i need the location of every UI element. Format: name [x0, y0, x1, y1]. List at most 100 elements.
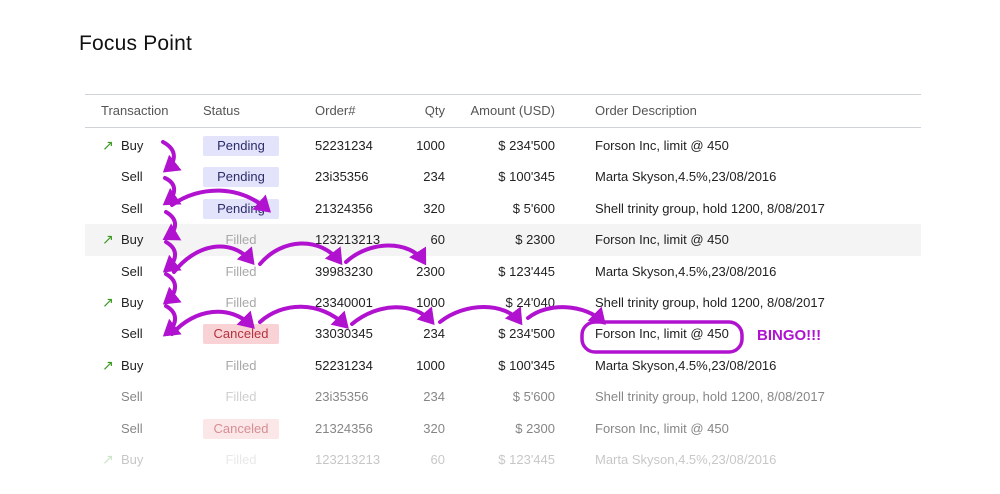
table-row[interactable]: Sell Filled 23i35356 234 $ 5'600 Shell trinit…	[85, 381, 921, 412]
transaction-type: Sell	[121, 200, 143, 216]
status-cell: Pending	[203, 130, 283, 161]
order-description: Marta Skyson,4.5%,23/08/2016	[595, 451, 777, 467]
status-cell: Filled	[203, 256, 283, 287]
quantity: 60	[430, 232, 445, 248]
status-cell: Pending	[203, 193, 283, 224]
col-qty[interactable]: Qty	[424, 103, 445, 118]
status-cell: Canceled	[203, 318, 283, 349]
order-description: Marta Skyson,4.5%,23/08/2016	[595, 357, 777, 373]
amount: $ 5'600	[512, 200, 555, 216]
order-number: 123213213	[315, 232, 381, 248]
table-row[interactable]: ↗ Buy Pending 52231234 1000 $ 234'500 Forson I…	[85, 130, 921, 161]
order-number: 123213213	[315, 451, 381, 467]
col-order[interactable]: Order#	[315, 103, 356, 118]
bingo-annotation: BINGO!!!	[757, 327, 822, 344]
status-badge: Pending	[203, 198, 279, 219]
trend-up-icon: ↗	[102, 356, 114, 373]
status-cell: Filled	[203, 381, 283, 412]
status-badge: Filled	[225, 451, 257, 467]
status-badge: Pending	[203, 136, 279, 156]
order-number: 23i35356	[315, 169, 369, 185]
order-number: 52231234	[315, 138, 373, 153]
order-number: 23i35356	[315, 389, 369, 405]
col-transaction[interactable]: Transaction	[101, 103, 169, 118]
order-number: 21324356	[315, 420, 373, 436]
status-badge: Canceled	[203, 418, 279, 439]
table-row[interactable]: Sell Pending 21324356 320 $ 5'600 Shell trini…	[85, 193, 921, 224]
table-body: ↗ Buy Pending 52231234 1000 $ 234'500 Forson I…	[85, 128, 921, 475]
order-number: 39983230	[315, 263, 373, 279]
transaction-type: Buy	[121, 138, 144, 153]
amount: $ 5'600	[512, 389, 555, 405]
table-row[interactable]: ↗ Buy Filled 23340001 1000 $ 24'040 Shell trin…	[85, 287, 921, 318]
status-cell: Filled	[203, 224, 283, 255]
status-badge: Filled	[225, 357, 257, 373]
col-description[interactable]: Order Description	[595, 103, 697, 118]
amount: $ 234'500	[498, 326, 555, 342]
col-status[interactable]: Status	[203, 103, 240, 118]
order-description: Shell trinity group, hold 1200, 8/08/201…	[595, 200, 825, 216]
transaction-type: Buy	[121, 451, 144, 467]
status-cell: Canceled	[203, 413, 283, 444]
status-badge: Filled	[225, 294, 257, 310]
order-description: Forson Inc, limit @ 450	[595, 420, 729, 436]
status-badge: Filled	[225, 389, 257, 405]
quantity: 234	[423, 326, 445, 342]
amount: $ 100'345	[498, 169, 555, 185]
quantity: 234	[423, 389, 445, 405]
quantity: 60	[430, 451, 445, 467]
quantity: 1000	[416, 357, 445, 373]
quantity: 320	[423, 200, 445, 216]
quantity: 2300	[416, 263, 445, 279]
table-row[interactable]: ↗ Buy Filled 52231234 1000 $ 100'345 Marta Sky…	[85, 350, 921, 381]
transaction-type: Buy	[121, 294, 144, 310]
quantity: 1000	[416, 294, 445, 310]
amount: $ 123'445	[498, 451, 555, 467]
quantity: 234	[423, 169, 445, 185]
orders-table: Transaction Status Order# Qty Amount (US…	[85, 94, 921, 475]
order-number: 21324356	[315, 200, 373, 216]
status-cell: Pending	[203, 161, 283, 192]
transaction-type: Sell	[121, 169, 143, 185]
status-badge: Filled	[225, 232, 257, 248]
amount: $ 234'500	[498, 138, 555, 153]
status-badge: Pending	[203, 167, 279, 188]
trend-up-icon: ↗	[102, 293, 114, 310]
table-row[interactable]: Sell Canceled 21324356 320 $ 2300 Forson Inc,…	[85, 413, 921, 444]
order-description: Forson Inc, limit @ 450	[595, 138, 729, 153]
transaction-type: Sell	[121, 326, 143, 342]
order-description: Shell trinity group, hold 1200, 8/08/201…	[595, 389, 825, 405]
order-description: Shell trinity group, hold 1200, 8/08/201…	[595, 294, 825, 310]
status-cell: Filled	[203, 350, 283, 381]
table-row[interactable]: Sell Pending 23i35356 234 $ 100'345 Marta Sky…	[85, 161, 921, 192]
trend-up-icon: ↗	[102, 137, 114, 153]
amount: $ 2300	[515, 232, 555, 248]
table-row[interactable]: Sell Filled 39983230 2300 $ 123'445 Marta Sky…	[85, 256, 921, 287]
transaction-type: Buy	[121, 232, 144, 248]
transaction-type: Buy	[121, 357, 144, 373]
table-row[interactable]: ↗ Buy Filled 123213213 60 $ 2300 Forson Inc, l…	[85, 224, 921, 256]
trend-up-icon: ↗	[102, 231, 114, 248]
order-description: Forson Inc, limit @ 450	[595, 232, 729, 248]
order-description: Forson Inc, limit @ 450	[595, 326, 729, 342]
order-description: Marta Skyson,4.5%,23/08/2016	[595, 169, 777, 185]
col-amount[interactable]: Amount (USD)	[470, 103, 555, 118]
order-number: 33030345	[315, 326, 373, 342]
order-number: 52231234	[315, 357, 373, 373]
transaction-type: Sell	[121, 389, 143, 405]
amount: $ 100'345	[498, 357, 555, 373]
status-badge: Filled	[225, 263, 257, 279]
amount: $ 123'445	[498, 263, 555, 279]
transaction-type: Sell	[121, 263, 143, 279]
status-cell: Filled	[203, 287, 283, 318]
quantity: 1000	[416, 138, 445, 153]
trend-up-icon: ↗	[102, 450, 114, 467]
amount: $ 24'040	[505, 294, 555, 310]
table-header: Transaction Status Order# Qty Amount (US…	[85, 95, 921, 128]
transaction-type: Sell	[121, 420, 143, 436]
quantity: 320	[423, 420, 445, 436]
page-title: Focus Point	[79, 32, 193, 55]
amount: $ 2300	[515, 420, 555, 436]
order-number: 23340001	[315, 294, 373, 310]
table-row[interactable]: ↗ Buy Filled 123213213 60 $ 123'445 Marta Skys…	[85, 444, 921, 475]
